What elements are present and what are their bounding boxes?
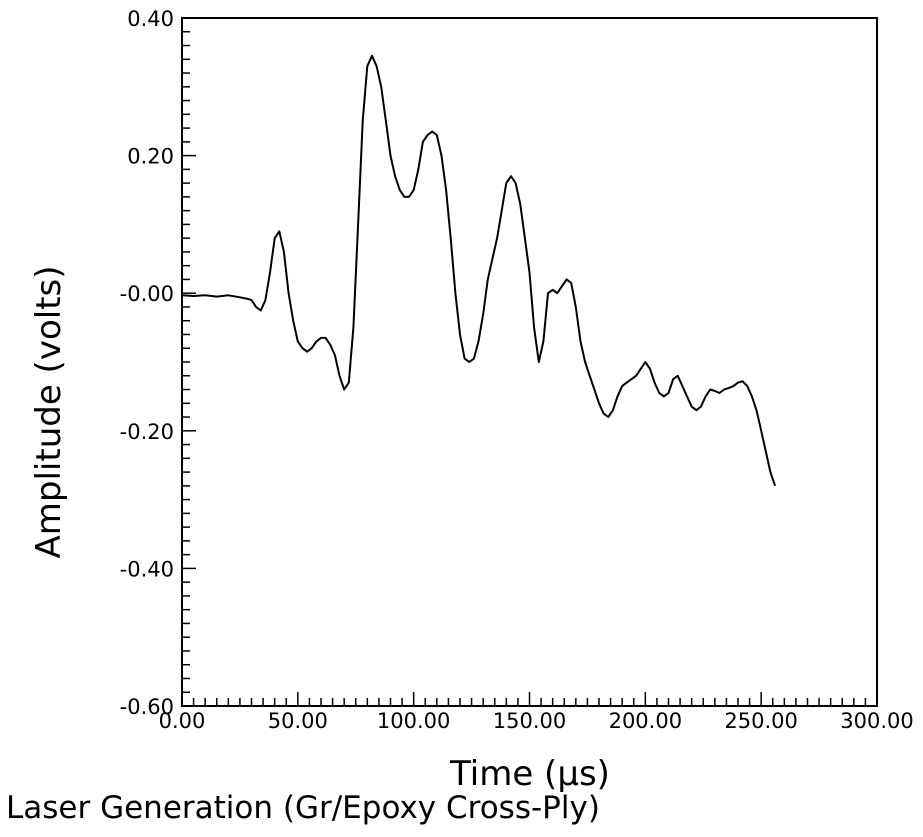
x-tick-label: 250.00 [724,709,797,733]
y-tick-label: 0.20 [127,145,174,169]
x-tick-label: 300.00 [840,709,913,733]
series-line [181,54,777,487]
tick-labels: 0.00 50.00 100.00 150.00 200.00 250.00 300.00 0… [120,7,914,733]
y-axis-title: Amplitude (volts) [29,266,69,559]
y-tick-label: -0.20 [120,420,174,444]
axis-ticks [181,17,878,707]
plot-frame [181,17,878,707]
x-tick-label: 200.00 [609,709,682,733]
y-tick-label: -0.40 [120,557,174,581]
x-tick-label: 150.00 [493,709,566,733]
y-tick-label: -0.00 [120,282,174,306]
x-tick-label: 0.00 [159,709,206,733]
x-tick-label: 50.00 [268,709,328,733]
y-tick-label: -0.60 [120,695,174,719]
y-tick-label: 0.40 [127,7,174,31]
x-axis-title: Time (μs) [449,754,610,794]
x-tick-label: 100.00 [377,709,450,733]
chart-caption: Laser Generation (Gr/Epoxy Cross-Ply) [6,790,600,826]
